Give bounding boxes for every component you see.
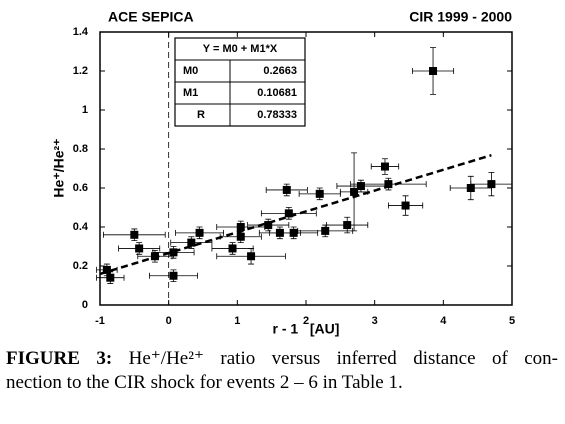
x-tick-label: -1 [95, 315, 105, 327]
point [466, 184, 475, 192]
point [356, 182, 365, 191]
point [284, 209, 293, 218]
fit-name: R [197, 109, 205, 121]
caption: FIGURE 3: He⁺/He²⁺ ratio versus inferred… [6, 347, 558, 395]
point [343, 221, 352, 230]
fit-line [99, 153, 492, 276]
point [401, 201, 410, 210]
fit-equation: Y = M0 + M1*X [203, 43, 278, 55]
chart: ACE SEPICA CIR 1999 - 2000 r - 1 [AU] He… [51, 9, 515, 337]
y-tick-label: 0.6 [73, 182, 88, 194]
fit-name: M1 [183, 87, 198, 99]
y-tick-label: 1.4 [73, 26, 89, 38]
point [135, 244, 144, 253]
caption-text: He⁺/He²⁺ ratio versus inferred distance … [128, 348, 558, 369]
point [487, 180, 496, 189]
point [169, 248, 178, 257]
chart-title: ACE SEPICA [108, 9, 194, 25]
point [169, 271, 178, 280]
x-tick-label: 1 [234, 315, 240, 327]
caption-text: nection to the CIR shock for events 2 – … [6, 372, 403, 393]
point [429, 67, 438, 75]
caption-label: FIGURE 3: [6, 348, 113, 369]
point [384, 180, 393, 189]
point [236, 232, 245, 241]
point [350, 187, 359, 196]
fit-value: 0.78333 [257, 109, 297, 121]
y-tick-label: 1.2 [73, 65, 88, 77]
x-tick-label: 3 [372, 315, 378, 327]
point [150, 252, 159, 261]
point [106, 273, 115, 282]
point [315, 189, 324, 198]
point [236, 223, 245, 231]
y-tick-label: 0.4 [73, 221, 89, 233]
caption-line: FIGURE 3: He⁺/He²⁺ ratio versus inferred… [6, 347, 558, 371]
point [289, 228, 298, 237]
chart-subtitle: CIR 1999 - 2000 [409, 9, 512, 25]
fit-name: M0 [183, 65, 198, 77]
y-tick-label: 0.8 [73, 143, 88, 155]
point [380, 162, 389, 171]
point [228, 244, 237, 253]
y-axis-label: He⁺/He²⁺ [51, 138, 67, 197]
point [102, 265, 111, 274]
fit-value: 0.10681 [257, 87, 297, 99]
y-tick-label: 1 [82, 104, 88, 116]
x-tick-label: 0 [166, 315, 172, 327]
y-tick-label: 0.2 [73, 260, 88, 272]
point [130, 230, 139, 239]
point [264, 221, 273, 230]
point [247, 252, 256, 261]
point [195, 228, 204, 237]
x-tick-label: 5 [509, 315, 515, 327]
point [321, 226, 330, 235]
point [187, 238, 196, 247]
fit-value: 0.2663 [263, 65, 297, 77]
x-axis-label: r - 1 [AU] [273, 321, 340, 337]
x-tick-label: 4 [440, 315, 447, 327]
x-tick-label: 2 [303, 315, 309, 327]
point [282, 185, 291, 194]
y-tick-label: 0 [82, 299, 88, 311]
